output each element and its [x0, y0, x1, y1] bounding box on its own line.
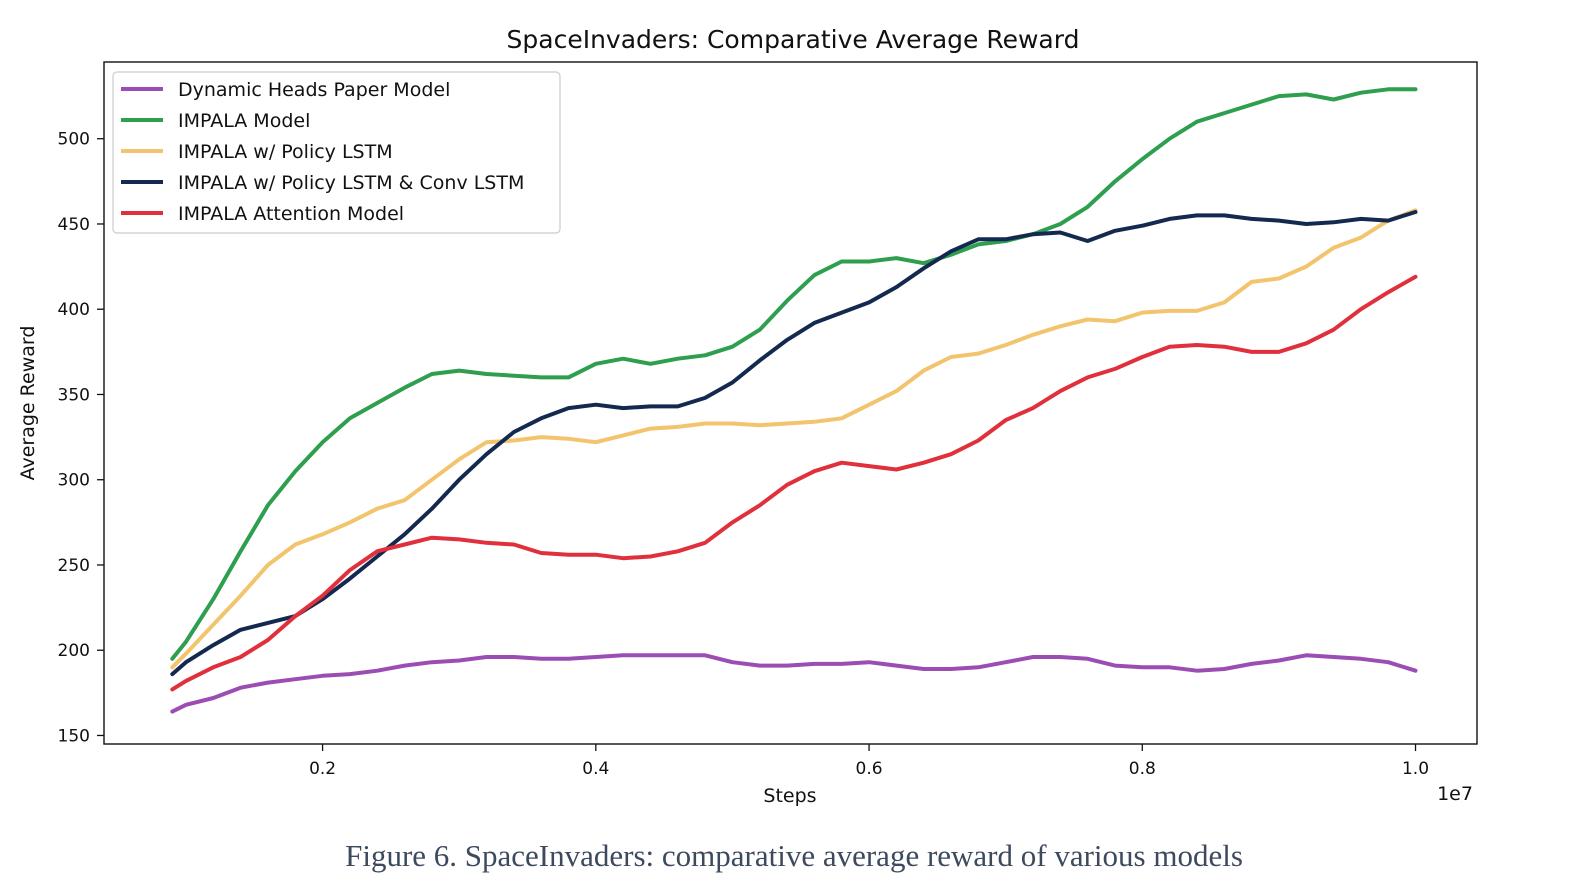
y-tick-label: 250 [58, 556, 90, 576]
legend-entry-label: Dynamic Heads Paper Model [178, 79, 450, 101]
x-axis-label: Steps [763, 785, 816, 807]
y-tick-label: 450 [58, 215, 90, 235]
y-tick-label: 400 [58, 300, 90, 320]
y-axis-label: Average Reward [17, 326, 39, 481]
x-tick-label: 0.2 [309, 759, 336, 779]
x-tick-label: 1.0 [1402, 759, 1429, 779]
series-line-5 [170, 274, 1418, 692]
x-axis-offset-label: 1e7 [1437, 783, 1473, 805]
x-axis: 0.2 0.4 0.6 0.8 1.0 [309, 744, 1429, 779]
legend-box [112, 71, 561, 234]
y-tick-label: 350 [58, 385, 90, 405]
legend-entry-label: IMPALA w/ Policy LSTM [178, 141, 393, 163]
legend: Dynamic Heads Paper Model IMPALA Model IMP… [112, 71, 561, 234]
legend-entry-label: IMPALA Model [178, 110, 310, 132]
series-line-4 [170, 210, 1418, 677]
x-tick-label: 0.4 [582, 759, 609, 779]
chart-title: SpaceInvaders: Comparative Average Rewar… [507, 25, 1080, 54]
legend-entry-label: IMPALA Attention Model [178, 203, 404, 225]
figure-caption: Figure 6. SpaceInvaders: comparative ave… [345, 838, 1243, 873]
series-line-3 [170, 208, 1418, 670]
y-tick-label: 300 [58, 471, 90, 491]
x-tick-label: 0.6 [856, 759, 883, 779]
series-lines [170, 87, 1418, 714]
y-tick-label: 150 [58, 726, 90, 746]
x-tick-label: 0.8 [1129, 759, 1156, 779]
legend-entry-label: IMPALA w/ Policy LSTM & Conv LSTM [178, 172, 524, 194]
series-line-1 [170, 653, 1418, 714]
plot-area-frame [103, 61, 1478, 745]
y-axis: 150 200 250 300 350 400 450 500 [58, 130, 104, 746]
y-tick-label: 500 [58, 130, 90, 150]
y-tick-label: 200 [58, 641, 90, 661]
series-line-2 [170, 87, 1418, 661]
